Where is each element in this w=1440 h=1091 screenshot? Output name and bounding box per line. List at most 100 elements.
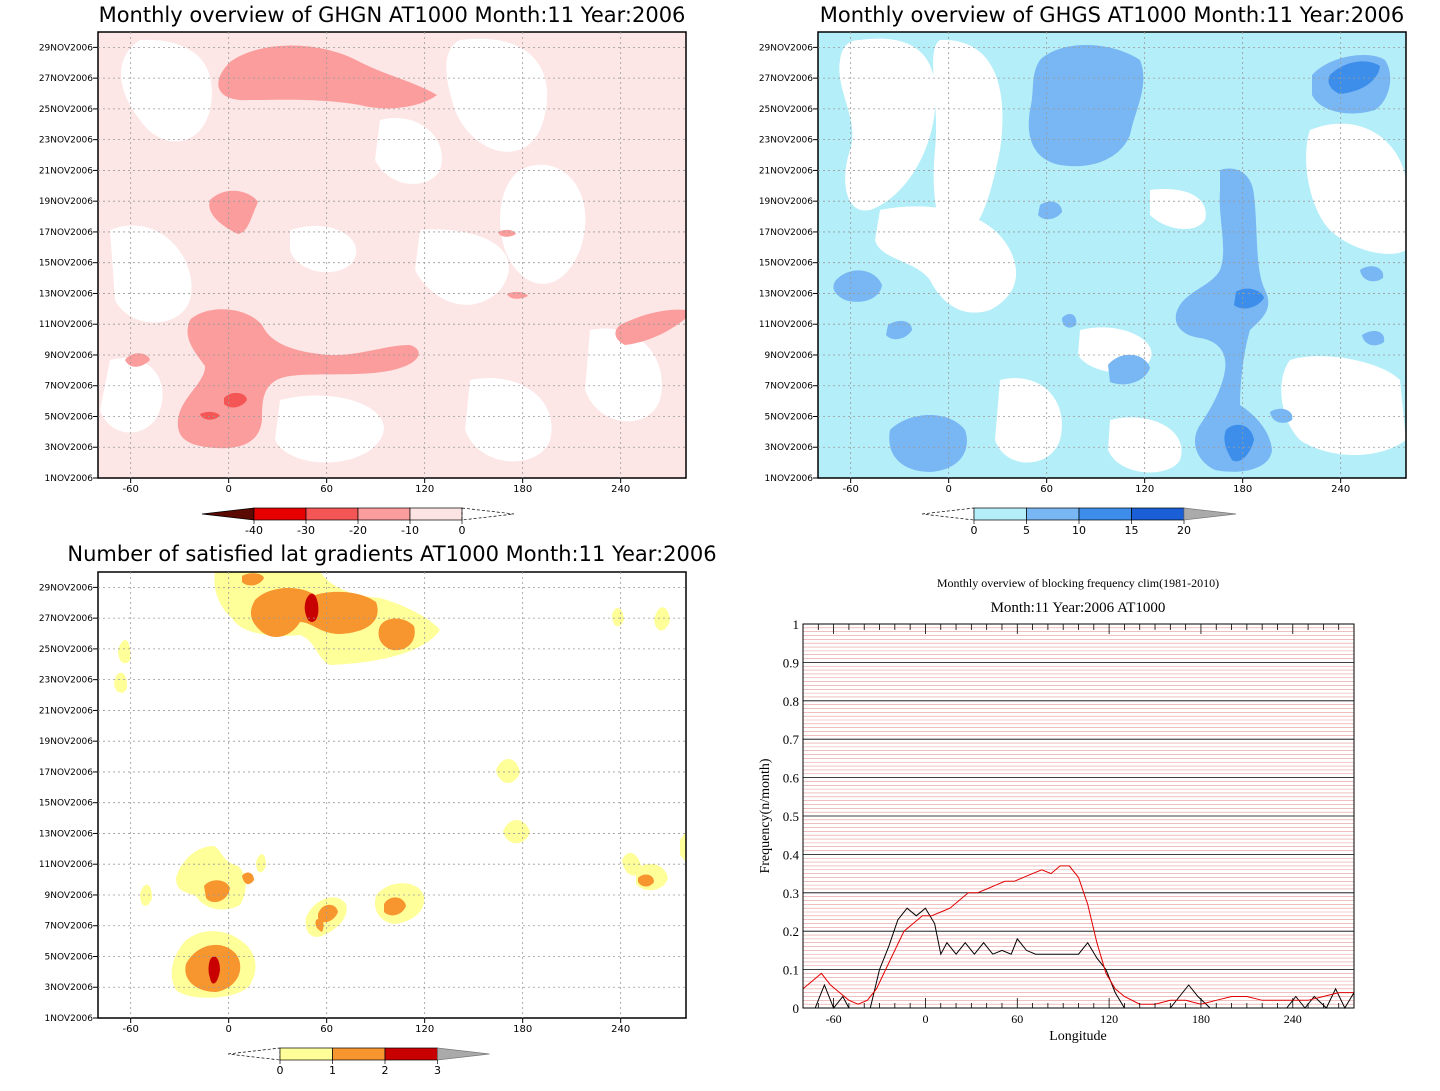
lat-contour-level: [208, 956, 220, 984]
ghgn-plot-frame: [97, 31, 687, 479]
date-tick-label: 21NOV2006: [759, 166, 813, 176]
ghgs-contour-level: [1224, 424, 1254, 462]
ghgs-axes: 1NOV2006 3NOV2006 5NOV2006 7NOV2006 9NOV2006…: [759, 32, 1406, 495]
freq-x-tick-label: 120: [1100, 1012, 1118, 1026]
date-tick-label: 15NOV2006: [759, 259, 813, 269]
freq-y-tick-label: 1: [793, 617, 800, 632]
colorbar-segment: [973, 507, 1027, 521]
lon-tick-label: 120: [1135, 484, 1154, 495]
lon-tick-label: 120: [415, 484, 434, 495]
date-tick-label: 17NOV2006: [39, 768, 93, 778]
colorbar-tick-label: 15: [1125, 524, 1139, 537]
colorbar-tick-label: -20: [349, 524, 367, 537]
ghgn-positive-region: [500, 164, 586, 284]
lon-tick-label: -60: [122, 1024, 138, 1035]
lon-tick-label: 0: [225, 1024, 231, 1035]
date-tick-label: 23NOV2006: [39, 676, 93, 686]
freq-subtitle: Month:11 Year:2006 AT1000: [991, 600, 1166, 616]
date-tick-label: 13NOV2006: [39, 289, 93, 299]
colorbar-tick-label: 20: [1177, 524, 1191, 537]
freq-x-tick-label: 60: [1011, 1012, 1023, 1026]
date-tick-label: 19NOV2006: [39, 737, 93, 747]
colorbar-segment: [384, 1047, 438, 1061]
ghgn-contour-level: [125, 353, 150, 367]
ghgs-negative-region: [839, 38, 936, 211]
ghgs-contour-level: [1028, 45, 1144, 167]
lon-tick-label: -60: [842, 484, 858, 495]
ghgs-contour-level: [1108, 354, 1150, 385]
ghgs-contour-level: [1175, 168, 1272, 472]
date-tick-label: 11NOV2006: [39, 860, 93, 870]
date-tick-label: 11NOV2006: [759, 320, 813, 330]
freq-lines: [802, 865, 1355, 1010]
colorbar-segment: [305, 507, 359, 521]
ghgs-contour-level: [889, 415, 967, 472]
ghgs-contour-level: [1362, 330, 1385, 346]
freq-y-tick-label: 0.4: [783, 847, 800, 862]
date-tick-label: 5NOV2006: [45, 412, 94, 422]
lat-contour-level: [680, 832, 686, 862]
date-tick-label: 9NOV2006: [45, 891, 94, 901]
colorbar-segment: [1078, 507, 1132, 521]
lat-contour-level: [318, 904, 338, 923]
lon-tick-label: -60: [122, 484, 138, 495]
colorbar-tick-label: 5: [1023, 524, 1030, 537]
date-tick-label: 7NOV2006: [45, 382, 94, 392]
freq-y-tick-label: 0.5: [783, 809, 799, 824]
date-tick-label: 11NOV2006: [39, 320, 93, 330]
ghgn-axes: 1NOV2006 3NOV2006 5NOV2006 7NOV2006 9NOV2006…: [39, 32, 686, 495]
ghgs-contour-level: [886, 320, 912, 340]
date-tick-label: 3NOV2006: [45, 443, 94, 453]
lon-tick-label: 0: [225, 484, 231, 495]
ghgs-contour-level: [1062, 314, 1077, 328]
ghgn-positive-region: [100, 358, 163, 433]
lon-tick-label: 240: [611, 484, 630, 495]
colorbar-segment: [357, 507, 411, 521]
freq-axes: 0 0.1 0.2 0.3 0.4 0.5 0.6 0.7 0.8 0.9 1 -60 0 60 120 18…: [783, 617, 1355, 1026]
lat-panel: Number of satisfied lat gradients AT1000…: [39, 542, 717, 1077]
colorbar-segment: [1131, 507, 1185, 521]
ghgn-contour-level: [209, 190, 258, 234]
freq-x-tick-label: -60: [826, 1012, 842, 1026]
freq-grid: [803, 627, 1354, 1005]
lat-contour-level: [118, 639, 131, 664]
freq-y-tick-label: 0.1: [783, 963, 799, 978]
date-tick-label: 25NOV2006: [759, 105, 813, 115]
ghgn-contour-level: [498, 229, 516, 237]
date-tick-label: 29NOV2006: [39, 43, 93, 53]
ghgn-contour-level: [218, 45, 437, 109]
date-tick-label: 9NOV2006: [45, 351, 94, 361]
ghgn-contour-level: [200, 411, 220, 420]
date-tick-label: 5NOV2006: [765, 412, 814, 422]
lat-contour-level: [638, 874, 654, 887]
freq-x-tick-label: 0: [922, 1012, 928, 1026]
ghgn-positive-region: [375, 118, 442, 184]
lat-contour-level: [242, 872, 254, 885]
date-tick-label: 1NOV2006: [45, 1014, 94, 1024]
freq-title: Monthly overview of blocking frequency c…: [937, 576, 1219, 590]
lon-tick-label: 180: [513, 484, 532, 495]
ghgs-negative-region: [1108, 417, 1182, 473]
date-tick-label: 3NOV2006: [45, 983, 94, 993]
ghgs-negative-region: [1306, 123, 1406, 254]
colorbar-tick-label: 0: [277, 1064, 284, 1077]
freq-y-tick-label: 0.9: [783, 655, 799, 670]
lat-contour-level: [256, 854, 266, 873]
date-tick-label: 7NOV2006: [765, 382, 814, 392]
date-tick-label: 9NOV2006: [765, 351, 814, 361]
lon-tick-label: 120: [415, 1024, 434, 1035]
lat-plot-frame: [97, 571, 687, 1019]
lon-tick-label: 180: [513, 1024, 532, 1035]
freq-xlabel: Longitude: [1049, 1029, 1107, 1044]
ghgn-contour-level: [615, 309, 686, 345]
lat-contour-level: [304, 593, 319, 623]
date-tick-label: 5NOV2006: [45, 952, 94, 962]
colorbar-extend-arrow: [437, 1047, 490, 1061]
lon-tick-label: 240: [611, 1024, 630, 1035]
lat-axes: 1NOV2006 3NOV2006 5NOV2006 7NOV2006 9NOV2006…: [39, 572, 686, 1035]
freq-panel: Monthly overview of blocking frequency c…: [758, 576, 1355, 1044]
freq-y-tick-label: 0.3: [783, 886, 799, 901]
ghgs-contour-level: [1038, 201, 1062, 220]
colorbar-extend-arrow: [461, 507, 515, 521]
freq-y-tick-label: 0.6: [783, 771, 800, 786]
